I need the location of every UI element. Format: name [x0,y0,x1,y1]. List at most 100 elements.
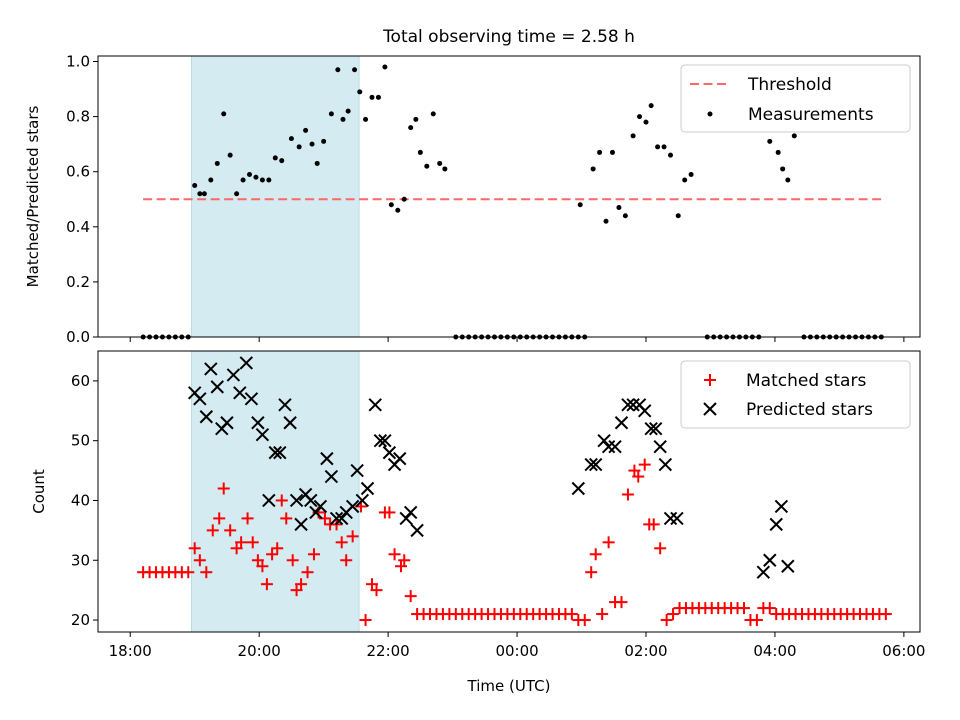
measurement-point [655,144,661,150]
measurement-point [417,149,423,155]
x-tick-label: 18:00 [109,642,152,660]
predicted-star-point [410,523,424,538]
measurement-point [785,177,791,183]
x-tick-label: 06:00 [882,642,925,660]
measurement-point [309,141,315,147]
y-tick-label: 20 [71,611,90,629]
matched-star-point [750,614,763,627]
bottom-x-ticks: 18:00 20:00 22:00 00:00 02:00 04:00 06:00 [109,632,925,660]
matched-star-point [602,536,615,549]
measurement-point [675,213,681,219]
predicted-star-point [368,398,382,412]
predicted-star-point [268,445,283,460]
predicted-star-point [334,511,349,526]
measurement-point [637,114,643,120]
matched-star-point [370,584,383,597]
top-panel-ratio: 0.0 0.2 0.4 0.6 0.8 1.0 Matched/Predicted sta… [24,53,921,346]
measurement-point [395,207,401,213]
matched-star-point [763,602,776,615]
top-legend: Threshold Measurements [680,64,911,133]
matched-stars-series [137,458,892,627]
measurement-point [590,166,596,172]
top-x-ticks [129,337,905,342]
measurement-point [577,202,583,208]
predicted-star-point [393,451,407,466]
bottom-legend: Matched stars Predicted stars [680,360,911,429]
measurement-point [234,191,240,197]
predicted-star-point [601,439,616,454]
predicted-star-point [204,362,218,376]
legend-predicted-label: Predicted stars [746,400,873,420]
bottom-x-axis-label: Time (UTC) [467,677,551,695]
matched-star-point [589,548,602,561]
predicted-star-point [289,493,304,508]
predicted-star-point [403,505,418,520]
measurement-point [688,171,694,177]
measurement-point [197,191,203,197]
measurement-point [240,177,246,183]
predicted-star-point [638,404,652,418]
predicted-star-point [313,499,328,514]
matched-star-point [271,542,284,555]
y-tick-label: 50 [71,432,90,450]
legend-measurements-label: Measurements [748,105,874,125]
matched-star-point [280,512,293,525]
predicted-star-point [399,511,413,526]
measurement-point [437,160,443,166]
predicted-star-point [763,553,777,567]
measurement-point [352,67,358,73]
predicted-star-point [278,398,292,412]
predicted-star-point [193,392,207,406]
predicted-star-point [220,416,234,430]
predicted-star-point [597,433,611,448]
predicted-star-point [210,380,224,394]
bottom-legend-box [680,360,911,429]
measurement-point [321,138,327,144]
measurement-point [201,191,207,197]
predicted-star-point [614,416,629,430]
measurement-point [314,160,320,166]
predicted-star-point [774,499,789,514]
predicted-star-point [320,451,334,466]
predicted-star-point [658,457,673,472]
observing-window-span [190,55,360,338]
measurement-point [345,108,351,114]
measurement-point [328,111,334,117]
predicted-star-point [589,457,603,472]
predicted-star-point [373,433,388,448]
legend-predicted-swatch [703,402,717,416]
measurement-point [413,116,419,122]
measurement-point [430,111,436,117]
matched-star-point [660,614,673,627]
measurement-point [303,127,309,133]
measurement-point [682,177,688,183]
matched-star-point [398,554,411,567]
matched-star-point [266,548,279,561]
predicted-star-point [251,416,265,430]
matched-star-point [359,614,372,627]
bottom-y-axis-label: Count [30,469,48,514]
matched-star-point [200,566,213,579]
predicted-star-point [283,416,297,430]
y-tick-label: 0.2 [66,273,90,291]
matched-star-point [301,566,314,579]
legend-threshold-label: Threshold [747,75,832,95]
y-tick-label: 0.8 [66,108,90,126]
measurement-point [442,166,448,172]
measurement-point [775,149,781,155]
measurement-point [643,119,649,125]
measurement-point [259,177,265,183]
matched-star-point [188,542,201,555]
matched-star-point [638,458,651,471]
matched-star-point [404,590,417,603]
matched-star-point [295,578,308,591]
measurement-point [616,205,622,211]
matched-star-point [879,608,892,621]
matched-star-point [615,596,628,609]
matched-star-point [388,548,401,561]
matched-star-point [307,548,320,561]
predicted-star-point [378,433,392,448]
predicted-star-point [233,386,247,400]
matched-star-point [235,536,248,549]
measurement-point [296,144,302,150]
